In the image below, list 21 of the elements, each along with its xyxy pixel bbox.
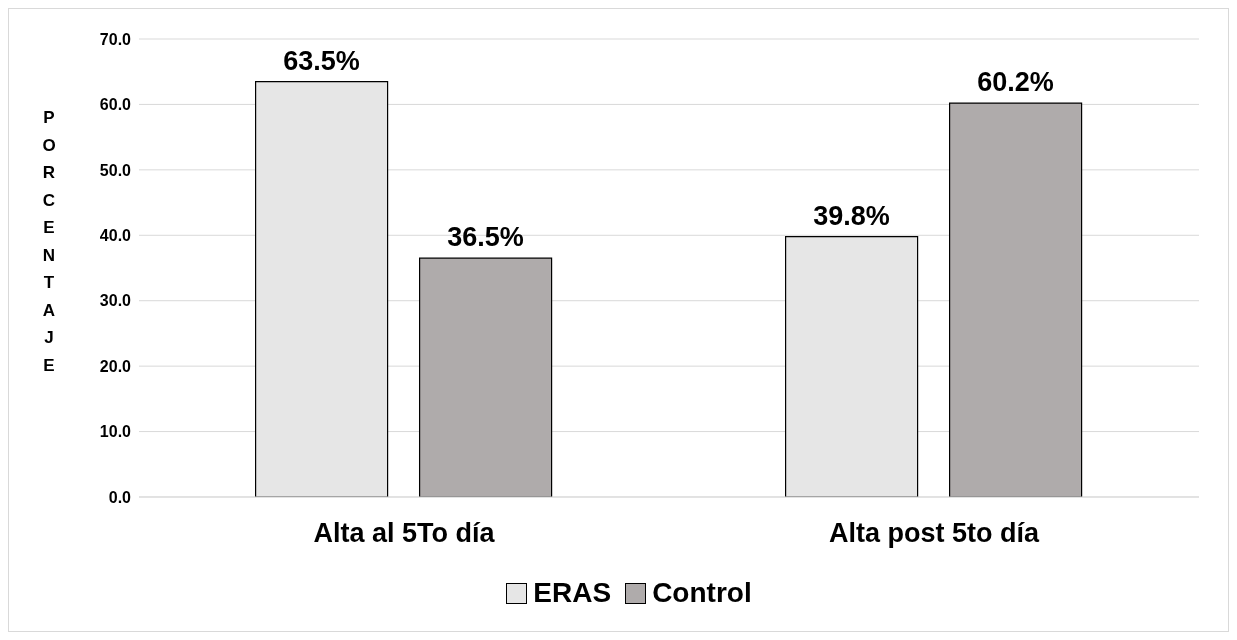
y-tick-label: 30.0 xyxy=(99,292,132,310)
bar xyxy=(419,257,553,497)
bar xyxy=(255,80,389,497)
y-tick-label: 0.0 xyxy=(108,488,132,506)
data-label: 63.5% xyxy=(283,45,360,76)
y-tick-label: 70.0 xyxy=(99,30,132,48)
y-tick-label: 50.0 xyxy=(99,161,132,179)
bar xyxy=(949,102,1083,497)
bar xyxy=(785,235,919,497)
y-tick-label: 40.0 xyxy=(99,226,132,244)
y-tick-label: 20.0 xyxy=(99,357,132,375)
y-tick-label: 60.0 xyxy=(99,96,132,114)
y-tick-label: 10.0 xyxy=(99,423,132,441)
legend-label: Control xyxy=(652,577,752,609)
legend-label: ERAS xyxy=(533,577,612,609)
data-label: 60.2% xyxy=(977,67,1054,98)
text: PORCENTAJE xyxy=(42,108,56,375)
x-tick-label: Alta post 5to día xyxy=(828,518,1040,549)
x-tick-label: Alta al 5To día xyxy=(313,518,496,549)
data-label: 39.8% xyxy=(813,200,890,231)
data-label: 36.5% xyxy=(447,222,524,253)
